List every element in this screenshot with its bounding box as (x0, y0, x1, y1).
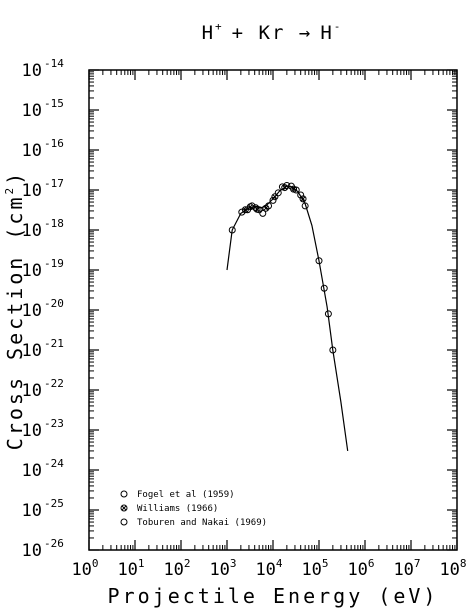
data-point-cross (291, 186, 297, 192)
x-tick-label: 107 (393, 557, 420, 580)
y-axis: 10-14 10-15 10-16 10-17 10-18 10-19 10-20 10-21… (22, 57, 457, 561)
y-tick-label: 10 -22 (22, 377, 64, 401)
legend-entry-label: Williams (1966) (137, 504, 218, 514)
y-tick-label: 10 -25 (22, 497, 64, 521)
data-point-cross (247, 204, 253, 210)
legend: Fogel et al (1959) Williams (1966) Toburen… (120, 490, 267, 528)
data-point (324, 310, 332, 318)
data-point (246, 203, 254, 211)
data-point (262, 204, 270, 212)
data-point-cross (263, 205, 269, 211)
title-mid: + Kr → (232, 22, 313, 44)
data-point (120, 490, 128, 498)
data-points (228, 181, 337, 354)
y-axis-title: Cross Section (cm2) (3, 170, 27, 450)
y-tick-label: 10 -16 (22, 137, 64, 161)
x-tick-label: 108 (439, 557, 466, 580)
data-point (299, 195, 307, 203)
title-trail: H (320, 22, 333, 44)
data-point (320, 284, 328, 292)
plot-frame (88, 69, 458, 551)
data-point (120, 504, 128, 512)
legend-entry-label: Fogel et al (1959) (137, 490, 235, 500)
y-tick-label: 10 -20 (22, 297, 64, 321)
data-point (315, 257, 323, 265)
data-point-cross (121, 505, 127, 511)
data-point (253, 205, 261, 213)
title-lead-sup: + (215, 20, 224, 33)
y-tick-label: 10 -18 (22, 217, 64, 241)
x-axis-title: Projectile Energy (eV) (108, 584, 439, 608)
data-point-cross (272, 194, 278, 200)
y-axis-title-end: ) (3, 170, 27, 185)
y-tick-label: 10 -24 (22, 457, 65, 481)
minor-ticks (89, 70, 457, 550)
x-axis: 100 101 102 103 104 105 106 107 108 (71, 70, 467, 580)
data-point (228, 226, 236, 234)
data-point (283, 181, 291, 189)
data-point (281, 184, 289, 192)
data-point (259, 209, 267, 217)
data-point (269, 196, 277, 204)
y-tick-label: 10 -21 (22, 337, 64, 361)
data-point (120, 518, 128, 526)
x-tick-label: 106 (347, 557, 374, 580)
y-axis-title-sup: 2 (3, 185, 16, 195)
data-point-cross (254, 206, 260, 212)
data-point-cross (300, 196, 306, 202)
y-tick-label: 10 -26 (22, 537, 64, 561)
y-tick-label: 10 -19 (22, 257, 64, 281)
data-point-cross (242, 207, 248, 213)
data-point-cross (282, 185, 288, 191)
y-tick-label: 10 -23 (22, 417, 64, 441)
data-point (271, 193, 279, 201)
data-point (301, 202, 309, 210)
x-tick-label: 100 (71, 557, 98, 580)
x-tick-label: 101 (117, 557, 144, 580)
data-point (238, 208, 246, 216)
fit-curve (226, 185, 349, 451)
x-tick-label: 102 (163, 557, 190, 580)
y-tick-label: 10 -17 (22, 177, 64, 201)
title-trail-sup: - (334, 20, 343, 33)
x-tick-label: 105 (301, 557, 328, 580)
y-tick-label: 10 -14 (22, 57, 65, 81)
y-tick-label: 10 -15 (22, 97, 64, 121)
data-point (297, 191, 305, 199)
x-tick-label: 103 (209, 557, 236, 580)
data-point (241, 206, 249, 214)
data-point (329, 346, 337, 354)
y-axis-title-base: Cross Section (cm (3, 194, 27, 450)
data-point (290, 185, 298, 193)
title-lead: H (202, 22, 215, 44)
x-tick-label: 104 (255, 557, 282, 580)
legend-entry-label: Toburen and Nakai (1969) (137, 518, 267, 528)
chart-title: H+ + Kr → H- (202, 20, 343, 44)
